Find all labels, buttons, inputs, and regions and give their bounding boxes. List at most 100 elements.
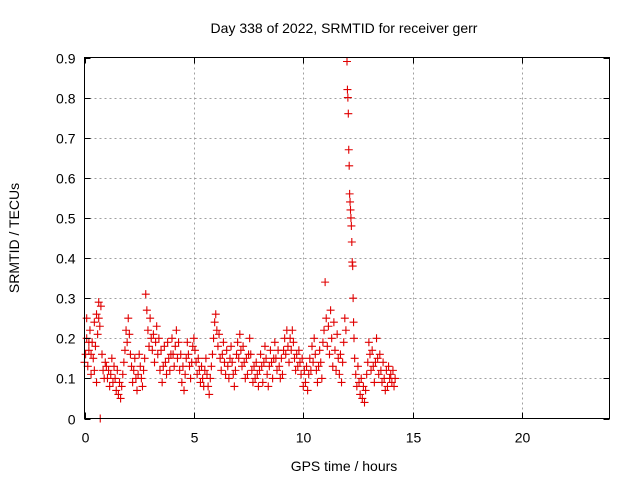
- data-point: [283, 342, 292, 351]
- data-point: [222, 346, 231, 355]
- data-point: [151, 338, 160, 347]
- data-point: [198, 374, 207, 383]
- data-point: [90, 366, 99, 375]
- data-point: [89, 354, 98, 363]
- y-tick-label: 0.7: [56, 131, 76, 147]
- data-point: [176, 350, 185, 359]
- data-point: [206, 374, 215, 383]
- data-point: [343, 85, 352, 94]
- data-point: [340, 314, 349, 323]
- data-point: [90, 318, 99, 327]
- y-tick-label: 0.8: [56, 91, 76, 107]
- data-point: [196, 378, 205, 387]
- data-point: [314, 362, 323, 371]
- data-point: [246, 350, 255, 359]
- data-point: [305, 354, 314, 363]
- data-point: [213, 342, 222, 351]
- data-point: [341, 326, 350, 335]
- data-point: [174, 338, 183, 347]
- data-point: [355, 378, 364, 387]
- data-point: [369, 362, 378, 371]
- data-point: [313, 378, 322, 387]
- data-point: [350, 334, 358, 343]
- data-point: [234, 354, 243, 363]
- data-point: [137, 374, 146, 383]
- data-point: [263, 370, 272, 379]
- data-point: [218, 350, 227, 359]
- data-point: [157, 346, 166, 355]
- data-point: [177, 378, 186, 387]
- data-point: [365, 350, 374, 359]
- data-point: [370, 378, 379, 387]
- data-point: [116, 394, 125, 403]
- data-point: [379, 358, 388, 367]
- data-point: [164, 354, 173, 363]
- y-tick-label: 0.4: [56, 251, 76, 267]
- data-point: [207, 362, 216, 371]
- plot-frame: [84, 57, 610, 419]
- data-point: [325, 350, 334, 359]
- data-point: [182, 354, 191, 363]
- data-point: [345, 161, 354, 170]
- data-point: [84, 338, 93, 347]
- y-tick-label: 0.5: [56, 211, 76, 227]
- data-point: [298, 354, 307, 363]
- data-point: [211, 310, 220, 319]
- data-point: [225, 354, 234, 363]
- data-point: [84, 346, 93, 355]
- data-point: [161, 358, 170, 367]
- data-point: [240, 358, 249, 367]
- data-point: [188, 342, 197, 351]
- data-point: [256, 350, 265, 359]
- data-point: [356, 390, 365, 399]
- x-tick-label: 20: [515, 430, 531, 446]
- data-point: [387, 378, 396, 387]
- data-point: [381, 386, 390, 395]
- data-point: [350, 354, 359, 363]
- data-point: [111, 374, 120, 383]
- data-point: [171, 342, 180, 351]
- data-point: [160, 342, 169, 351]
- data-point: [128, 378, 137, 387]
- data-point: [120, 346, 129, 355]
- data-point: [112, 386, 121, 395]
- data-point: [346, 205, 355, 214]
- data-point: [346, 197, 355, 206]
- data-point: [141, 290, 150, 299]
- x-tick-label: 5: [191, 430, 199, 446]
- x-axis-title: GPS time / hours: [291, 458, 398, 474]
- data-point: [343, 57, 351, 66]
- data-point: [220, 358, 229, 367]
- data-point: [388, 366, 397, 375]
- data-point: [247, 366, 256, 375]
- data-point: [241, 374, 250, 383]
- data-point: [281, 350, 290, 359]
- data-point: [318, 338, 327, 347]
- data-point: [312, 366, 321, 375]
- data-point: [210, 318, 219, 327]
- data-point: [118, 370, 127, 379]
- data-point: [227, 342, 236, 351]
- data-point: [175, 366, 184, 375]
- data-point: [338, 358, 347, 367]
- data-point: [278, 370, 287, 379]
- data-point: [320, 326, 329, 335]
- data-point: [351, 370, 360, 379]
- data-point: [243, 370, 252, 379]
- data-point: [147, 334, 156, 343]
- data-point: [117, 382, 126, 391]
- data-point: [165, 366, 174, 375]
- data-point: [359, 382, 368, 391]
- data-point: [183, 338, 192, 347]
- data-point: [367, 366, 376, 375]
- data-point: [168, 334, 176, 343]
- data-point: [205, 390, 214, 399]
- data-point: [190, 346, 199, 355]
- data-point: [158, 378, 167, 387]
- data-point: [193, 370, 202, 379]
- data-point: [391, 374, 400, 383]
- data-point: [297, 370, 306, 379]
- data-point: [316, 358, 325, 367]
- data-point: [208, 350, 217, 359]
- y-tick-label: 0.1: [56, 371, 76, 387]
